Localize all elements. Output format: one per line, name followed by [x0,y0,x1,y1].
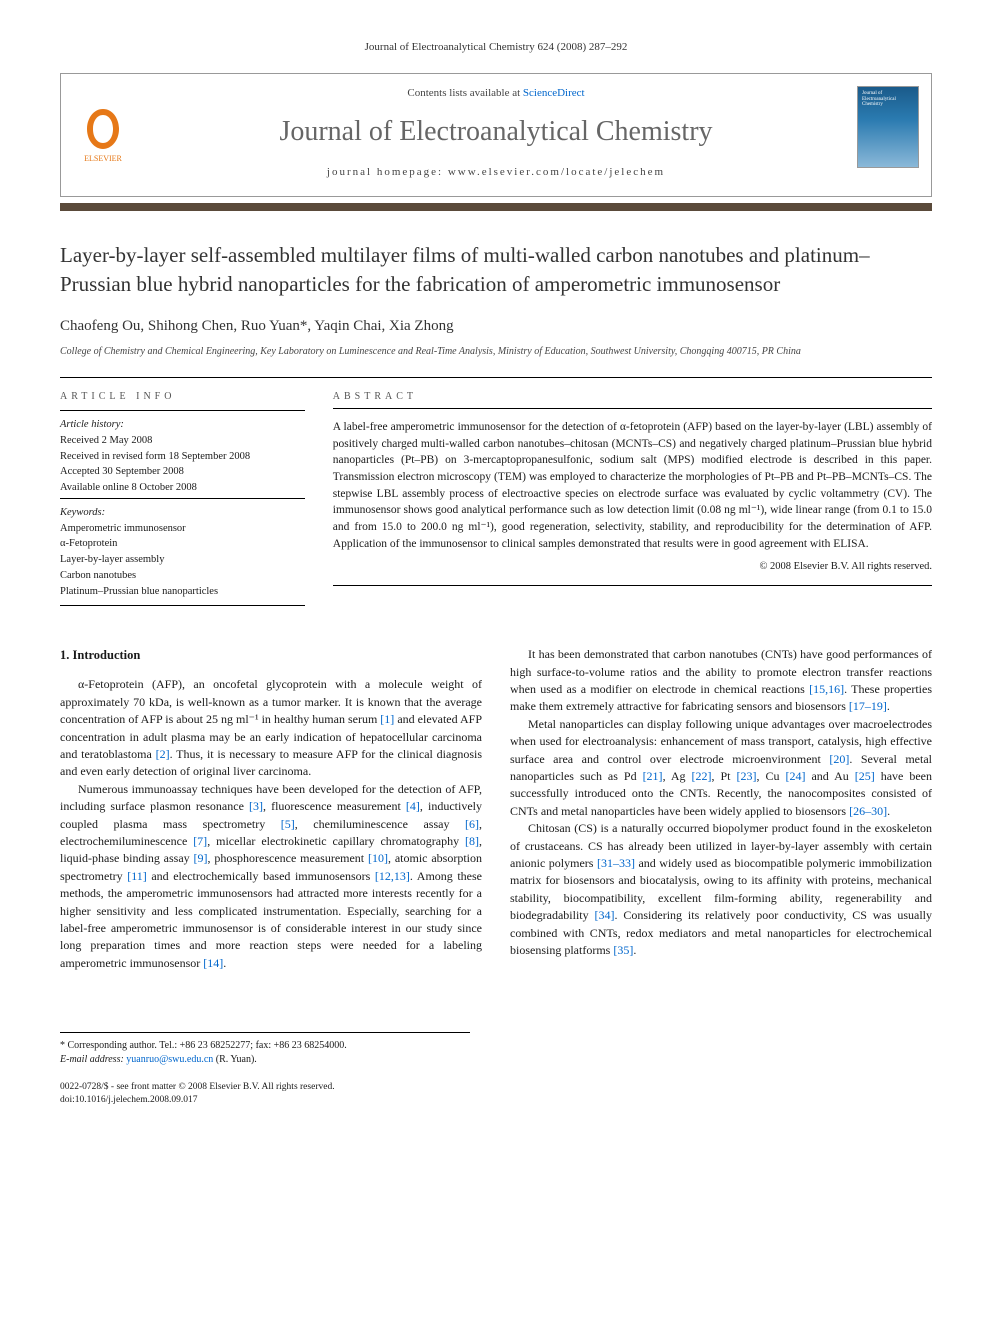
journal-header: ELSEVIER Journal of Electroanalytical Ch… [60,73,932,197]
article-info-column: article info Article history: Received 2… [60,382,305,606]
authors: Chaofeng Ou, Shihong Chen, Ruo Yuan*, Ya… [60,316,932,337]
journal-name: Journal of Electroanalytical Chemistry [61,112,931,151]
accepted-date: Accepted 30 September 2008 [60,464,305,480]
abstract-text: A label-free amperometric immunosensor f… [333,409,932,552]
ref-link[interactable]: [7] [193,834,207,848]
keyword: Layer-by-layer assembly [60,552,305,568]
email-label: E-mail address: [60,1054,126,1065]
ref-link[interactable]: [5] [281,817,295,831]
email-who: (R. Yuan). [213,1054,257,1065]
keyword: α-Fetoprotein [60,536,305,552]
body-paragraph-5: Chitosan (CS) is a naturally occurred bi… [510,820,932,959]
ref-link[interactable]: [22] [692,769,712,783]
ref-link[interactable]: [3] [249,799,263,813]
corr-author-line: * Corresponding author. Tel.: +86 23 682… [60,1039,470,1053]
abstract-bottom-rule [333,585,932,586]
running-head: Journal of Electroanalytical Chemistry 6… [60,40,932,55]
body-columns: 1. Introduction α-Fetoprotein (AFP), an … [60,646,932,972]
front-matter-line: 0022-0728/$ - see front matter © 2008 El… [60,1081,932,1094]
online-date: Available online 8 October 2008 [60,480,305,496]
ref-link[interactable]: [12,13] [375,869,410,883]
ref-link[interactable]: [17–19] [849,699,887,713]
intro-heading: 1. Introduction [60,646,482,664]
email-link[interactable]: yuanruo@swu.edu.cn [126,1054,213,1065]
ref-link[interactable]: [8] [465,834,479,848]
journal-homepage: journal homepage: www.elsevier.com/locat… [61,165,931,180]
ref-link[interactable]: [34] [595,908,615,922]
received-date: Received 2 May 2008 [60,433,305,449]
revised-date: Received in revised form 18 September 20… [60,449,305,465]
info-abstract-row: article info Article history: Received 2… [60,382,932,606]
ref-link[interactable]: [31–33] [597,856,635,870]
elsevier-logo: ELSEVIER [73,94,133,164]
corresponding-author-footnote: * Corresponding author. Tel.: +86 23 682… [60,1032,470,1067]
ref-link[interactable]: [11] [127,869,147,883]
ref-link[interactable]: [20] [829,752,849,766]
sciencedirect-link[interactable]: ScienceDirect [523,87,585,99]
ref-link[interactable]: [10] [368,851,388,865]
body-paragraph-4: Metal nanoparticles can display followin… [510,716,932,820]
corr-email-line: E-mail address: yuanruo@swu.edu.cn (R. Y… [60,1053,470,1067]
keywords-label: Keywords: [60,505,305,521]
ref-link[interactable]: [4] [406,799,420,813]
doi-line: doi:10.1016/j.jelechem.2008.09.017 [60,1094,932,1107]
keywords-block: Keywords: Amperometric immunosensor α-Fe… [60,498,305,600]
ref-link[interactable]: [6] [465,817,479,831]
ref-link[interactable]: [14] [203,956,223,970]
doi-block: 0022-0728/$ - see front matter © 2008 El… [60,1081,932,1108]
body-paragraph-3: It has been demonstrated that carbon nan… [510,646,932,716]
abstract-copyright: © 2008 Elsevier B.V. All rights reserved… [333,560,932,575]
ref-link[interactable]: [2] [156,747,170,761]
abstract-head: abstract [333,382,932,408]
article-history-block: Article history: Received 2 May 2008 Rec… [60,410,305,496]
keyword: Amperometric immunosensor [60,521,305,537]
top-rule [60,377,932,378]
info-bottom-rule [60,605,305,606]
article-info-head: article info [60,382,305,408]
journal-cover-thumbnail: Journal of Electroanalytical Chemistry [857,86,919,168]
contents-prefix: Contents lists available at [407,87,522,99]
ref-link[interactable]: [26–30] [849,804,887,818]
ref-link[interactable]: [15,16] [809,682,844,696]
ref-link[interactable]: [35] [613,943,633,957]
history-label: Article history: [60,417,305,433]
body-paragraph-1: α-Fetoprotein (AFP), an oncofetal glycop… [60,676,482,780]
article-title: Layer-by-layer self-assembled multilayer… [60,241,932,298]
color-bar [60,203,932,211]
ref-link[interactable]: [1] [380,712,394,726]
ref-link[interactable]: [25] [855,769,875,783]
affiliation: College of Chemistry and Chemical Engine… [60,345,932,359]
ref-link[interactable]: [23] [737,769,757,783]
keyword: Platinum–Prussian blue nanoparticles [60,584,305,600]
body-paragraph-2: Numerous immunoassay techniques have bee… [60,781,482,972]
abstract-column: abstract A label-free amperometric immun… [333,382,932,606]
ref-link[interactable]: [21] [643,769,663,783]
ref-link[interactable]: [24] [785,769,805,783]
contents-available-line: Contents lists available at ScienceDirec… [61,86,931,101]
cover-thumb-text: Journal of Electroanalytical Chemistry [862,91,896,107]
elsevier-logo-text: ELSEVIER [84,153,122,164]
ref-link[interactable]: [9] [194,851,208,865]
keyword: Carbon nanotubes [60,568,305,584]
